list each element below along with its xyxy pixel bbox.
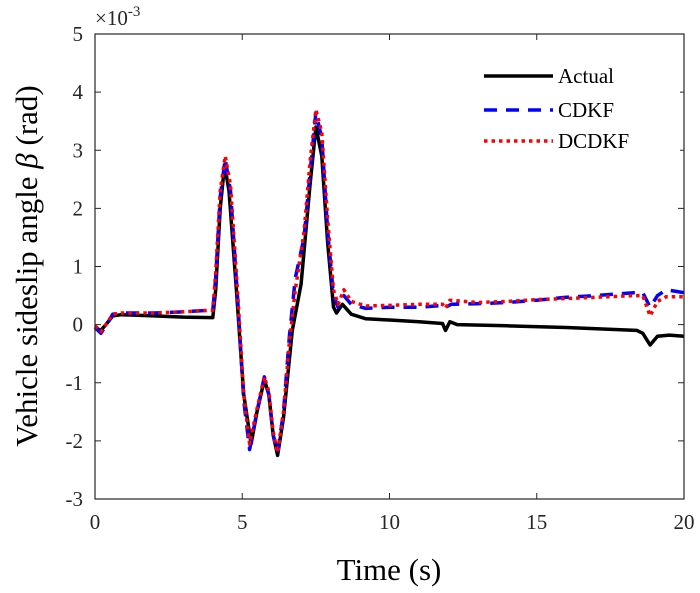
y-axis-title-symbol: β bbox=[9, 153, 44, 170]
x-tick-label: 15 bbox=[526, 510, 547, 534]
series-layer bbox=[93, 107, 685, 458]
y-tick-label: -3 bbox=[66, 487, 84, 511]
legend-label-actual: Actual bbox=[558, 64, 614, 88]
y-axis-title-prefix: Vehicle sideslip angle bbox=[9, 169, 44, 447]
x-axis-ticks: 0 5 10 15 20 bbox=[90, 34, 695, 534]
y-axis-ticks: -3 -2 -1 0 1 2 3 4 5 bbox=[66, 22, 684, 511]
series-line-dcdkf bbox=[93, 107, 684, 455]
legend-item-cdkf: CDKF bbox=[484, 98, 614, 122]
x-tick-label: 10 bbox=[379, 510, 400, 534]
legend: Actual CDKF DCDKF bbox=[470, 58, 680, 166]
y-axis-title: Vehicle sideslip angle β (rad) bbox=[9, 85, 44, 447]
y-tick-label: 4 bbox=[73, 80, 84, 104]
y-axis-title-suffix: (rad) bbox=[9, 85, 44, 153]
x-tick-label: 0 bbox=[90, 510, 101, 534]
y-tick-label: 5 bbox=[73, 22, 84, 46]
legend-label-cdkf: CDKF bbox=[558, 98, 614, 122]
legend-label-dcdkf: DCDKF bbox=[558, 129, 629, 153]
y-tick-label: -2 bbox=[66, 429, 84, 453]
y-multiplier-base: ×10 bbox=[95, 6, 128, 30]
y-multiplier-exponent: -3 bbox=[128, 4, 141, 20]
series-line-cdkf bbox=[93, 110, 685, 455]
legend-item-dcdkf: DCDKF bbox=[484, 129, 629, 153]
y-tick-label: 3 bbox=[73, 138, 84, 162]
x-tick-label: 5 bbox=[237, 510, 248, 534]
y-tick-label: -1 bbox=[66, 371, 84, 395]
x-axis-title: Time (s) bbox=[337, 552, 442, 587]
x-tick-label: 20 bbox=[674, 510, 695, 534]
series-line-actual bbox=[94, 125, 685, 458]
y-tick-label: 2 bbox=[73, 196, 84, 220]
legend-item-actual: Actual bbox=[484, 64, 614, 88]
y-multiplier: ×10-3 bbox=[95, 4, 140, 30]
y-tick-label: 0 bbox=[73, 313, 84, 337]
y-tick-label: 1 bbox=[73, 255, 84, 279]
